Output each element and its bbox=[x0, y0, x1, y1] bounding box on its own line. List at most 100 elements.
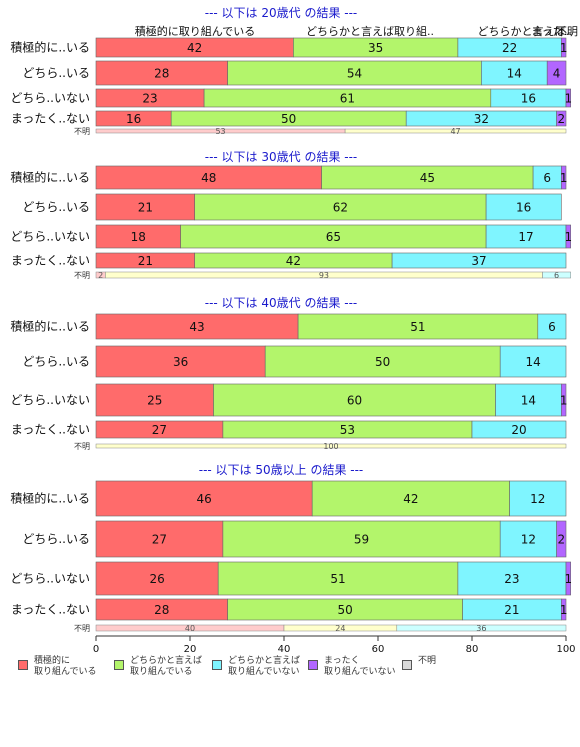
data-label: 2 bbox=[557, 533, 565, 547]
column-header: 不明 bbox=[556, 25, 578, 38]
x-tick-label: 40 bbox=[278, 644, 291, 655]
data-label: 35 bbox=[368, 41, 383, 55]
bar-segment bbox=[565, 561, 571, 596]
bar-segment bbox=[311, 480, 510, 517]
bar-segment bbox=[556, 520, 567, 558]
data-label: 14 bbox=[507, 67, 522, 81]
row-label: どちら..いない bbox=[10, 91, 90, 105]
data-label: 20 bbox=[511, 423, 526, 437]
bar-segment bbox=[546, 60, 567, 86]
data-label: 27 bbox=[152, 423, 167, 437]
data-label: 42 bbox=[403, 492, 418, 506]
bar-segment bbox=[499, 520, 557, 558]
unknown-data-label: 6 bbox=[554, 271, 559, 280]
data-label: 1 bbox=[560, 603, 568, 617]
legend-swatch bbox=[212, 660, 222, 670]
unknown-data-label: 53 bbox=[215, 127, 225, 136]
bar-segment bbox=[481, 60, 548, 86]
bar-segment bbox=[565, 224, 571, 249]
panel-title: --- 以下は 30歳代 の結果 --- bbox=[205, 150, 358, 164]
bar-segment bbox=[194, 193, 487, 221]
data-label: 22 bbox=[502, 41, 517, 55]
bar-segment bbox=[297, 313, 539, 340]
column-header: 積極的に取り組んでいる bbox=[135, 24, 255, 38]
data-label: 32 bbox=[474, 112, 489, 126]
data-label: 62 bbox=[333, 201, 348, 215]
data-label: 46 bbox=[196, 492, 211, 506]
bar-segment bbox=[264, 345, 501, 378]
data-label: 1 bbox=[565, 92, 573, 106]
column-header: どちらかと言えば.. bbox=[478, 25, 573, 38]
bar-segment bbox=[560, 165, 567, 190]
unknown-row-label: 不明 bbox=[74, 624, 90, 633]
data-label: 23 bbox=[504, 572, 519, 586]
data-label: 54 bbox=[347, 67, 362, 81]
data-label: 1 bbox=[565, 572, 573, 586]
unknown-segment bbox=[95, 443, 567, 449]
data-label: 16 bbox=[521, 92, 536, 106]
bar-segment bbox=[391, 252, 567, 269]
row-label: どちら..いる bbox=[22, 532, 90, 546]
unknown-row-label: 不明 bbox=[74, 127, 90, 136]
data-label: 16 bbox=[126, 112, 141, 126]
data-label: 4 bbox=[553, 67, 561, 81]
unknown-segment bbox=[542, 271, 571, 279]
data-label: 23 bbox=[142, 92, 157, 106]
column-header: まった.. bbox=[531, 25, 571, 38]
row-label: どちら..いない bbox=[10, 393, 90, 407]
legend-item-active: 積極的に 取り組んでいる bbox=[18, 656, 97, 678]
data-label: 14 bbox=[525, 355, 540, 369]
row-label: まったく..ない bbox=[11, 423, 90, 437]
data-label: 51 bbox=[410, 320, 425, 334]
bar-segment bbox=[509, 480, 567, 517]
legend-swatch bbox=[114, 660, 124, 670]
data-label: 14 bbox=[521, 394, 536, 408]
legend-swatch bbox=[18, 660, 28, 670]
unknown-data-label: 100 bbox=[323, 442, 338, 451]
unknown-data-label: 47 bbox=[450, 127, 460, 136]
data-label: 42 bbox=[286, 254, 301, 268]
bar-segment bbox=[565, 88, 571, 108]
bar-segment bbox=[495, 383, 562, 417]
data-label: 21 bbox=[138, 201, 153, 215]
row-label: どちら..いる bbox=[22, 66, 90, 80]
data-label: 12 bbox=[530, 492, 545, 506]
unknown-segment bbox=[396, 624, 567, 632]
bar-segment bbox=[95, 561, 219, 596]
data-label: 37 bbox=[471, 254, 486, 268]
data-label: 60 bbox=[347, 394, 362, 408]
data-label: 1 bbox=[560, 41, 568, 55]
bar-segment bbox=[222, 520, 501, 558]
panel-title: --- 以下は 40歳代 の結果 --- bbox=[205, 296, 358, 310]
data-label: 50 bbox=[281, 112, 296, 126]
legend-label: まったく 取り組んでいない bbox=[324, 656, 396, 677]
bar-segment bbox=[471, 420, 567, 439]
panel-title: --- 以下は 50歳以上 の結果 --- bbox=[199, 463, 364, 477]
unknown-row-label: 不明 bbox=[74, 442, 90, 451]
bar-segment bbox=[485, 193, 562, 221]
data-label: 18 bbox=[131, 230, 146, 244]
legend-item-somewhat-active: どちらかと言えば 取り組んでいる bbox=[114, 656, 202, 678]
data-label: 48 bbox=[201, 171, 216, 185]
data-label: 1 bbox=[560, 171, 568, 185]
row-label: 積極的に..いる bbox=[10, 170, 90, 185]
legend-swatch bbox=[402, 660, 412, 670]
x-tick-label: 100 bbox=[556, 644, 575, 655]
unknown-data-label: 40 bbox=[185, 624, 195, 633]
legend-item-somewhat-inactive: どちらかと言えば 取り組んでいない bbox=[212, 656, 300, 678]
data-label: 12 bbox=[521, 533, 536, 547]
bar-segment bbox=[95, 480, 313, 517]
data-label: 25 bbox=[147, 394, 162, 408]
bar-segment bbox=[95, 193, 195, 221]
x-tick-label: 0 bbox=[93, 644, 99, 655]
unknown-data-label: 2 bbox=[98, 271, 103, 280]
data-label: 2 bbox=[557, 112, 565, 126]
row-label: 積極的に..いる bbox=[10, 319, 90, 334]
bar-segment bbox=[560, 598, 567, 621]
legend-swatch bbox=[308, 660, 318, 670]
data-label: 16 bbox=[516, 201, 531, 215]
row-label: まったく..ない bbox=[11, 254, 90, 268]
legend: 積極的に 取り組んでいる どちらかと言えば 取り組んでいる どちらかと言えば 取… bbox=[18, 656, 578, 688]
row-label: どちら..いない bbox=[10, 230, 90, 244]
